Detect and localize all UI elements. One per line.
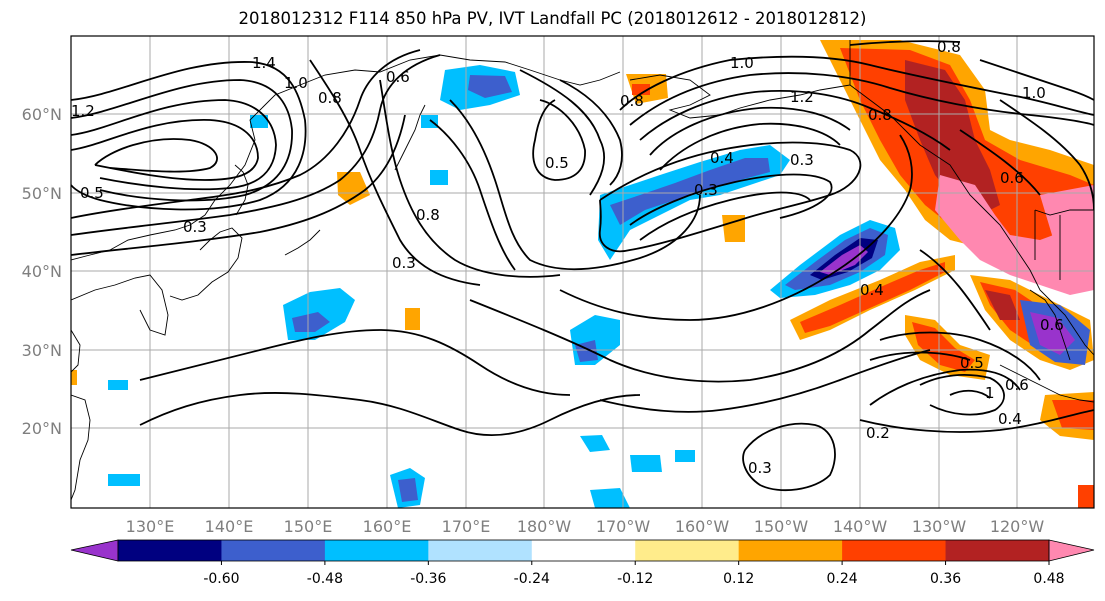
lat-label: 30°N [22,341,62,360]
lon-label: 130°E [126,517,175,536]
gridlines [71,36,1094,508]
lat-label: 20°N [22,419,62,438]
contour-labels: 1.4 1.0 0.8 0.6 0.8 1.0 0.8 1.0 1.2 0.4 … [71,38,1064,477]
lon-label: 170°W [596,517,651,536]
contour-label: 0.6 [1000,169,1024,187]
colorbar-segment [324,540,429,561]
contour-label: 0.4 [710,149,734,167]
colorbar-tick-label: -0.48 [307,571,343,587]
colorbar-segment [738,540,843,561]
colorbar-tick-label: -0.60 [203,571,239,587]
contour-label: 0.8 [318,89,342,107]
contour-label: 1.0 [730,54,754,72]
map-frame [70,35,1095,509]
shaded-anomaly-field [71,40,1094,508]
colorbar-segment [118,540,222,561]
contour-label: 0.6 [1005,376,1029,394]
colorbar-tick-label: -0.24 [514,571,550,587]
colorbar-tick-label: -0.12 [617,571,653,587]
contour-label: 0.8 [620,92,644,110]
contour-label: 1.2 [71,102,95,120]
lon-label: 170°E [442,517,491,536]
contour-label: 0.8 [937,38,961,56]
contour-label: 0.3 [748,459,772,477]
contour-label: 0.3 [694,181,718,199]
contour-label: 0.3 [183,218,207,236]
lat-label: 50°N [22,184,62,203]
lon-label: 160°E [363,517,412,536]
colorbar-tick-label: 0.48 [1033,571,1064,587]
contour-label: 0.5 [960,354,984,372]
lat-label: 60°N [22,105,62,124]
lon-label: 140°E [205,517,254,536]
colorbar-tick-label: 0.36 [930,571,961,587]
contour-label: 0.5 [80,184,104,202]
colorbar-segments [118,540,1050,561]
colorbar-extend-high [1048,539,1095,562]
colorbar: -0.60 -0.48 -0.36 -0.24 -0.12 0.12 0.24 0.36 0.4… [70,539,1095,587]
latitude-labels: 60°N 50°N 40°N 30°N 20°N [22,105,62,438]
contour-label: 0.8 [868,106,892,124]
contour-label: 0.6 [1040,316,1064,334]
lon-label: 130°W [912,517,967,536]
colorbar-tick-label: 0.24 [827,571,858,587]
lat-label: 40°N [22,262,62,281]
lon-label: 160°W [675,517,730,536]
contour-label: 1.0 [284,74,308,92]
longitude-labels: 130°E 140°E 150°E 160°E 170°E 180°W 170°… [126,517,1045,536]
colorbar-tick-label: -0.36 [410,571,446,587]
colorbar-segment [635,540,740,561]
contour-label: 0.5 [545,154,569,172]
colorbar-segment [221,540,326,561]
pv-contours [71,40,1094,492]
contour-label: 1.4 [252,54,276,72]
colorbar-extend-low [70,539,119,562]
map-title: 2018012312 F114 850 hPa PV, IVT Landfall… [238,9,867,28]
contour-label: 0.8 [416,206,440,224]
colorbar-segment [531,540,636,561]
contour-label: 0.6 [386,68,410,86]
colorbar-segment [945,540,1050,561]
lon-label: 150°W [754,517,809,536]
contour-label: 0.4 [998,410,1022,428]
colorbar-segment [428,540,533,561]
lon-label: 150°E [284,517,333,536]
colorbar-ticks: -0.60 -0.48 -0.36 -0.24 -0.12 0.12 0.24 0.36 0.4… [203,561,1065,587]
colorbar-frame [117,539,1050,562]
contour-label: 0.2 [866,424,890,442]
colorbar-segment [842,540,947,561]
contour-label: 0.4 [860,281,884,299]
lon-label: 180°W [517,517,572,536]
lon-label: 120°W [990,517,1045,536]
contour-label: 1.0 [1022,84,1046,102]
contour-label: 1 [985,384,995,402]
lon-label: 140°W [833,517,888,536]
colorbar-tick-label: 0.12 [723,571,754,587]
contour-label: 1.2 [790,88,814,106]
contour-label: 0.3 [790,151,814,169]
contour-label: 0.3 [392,254,416,272]
